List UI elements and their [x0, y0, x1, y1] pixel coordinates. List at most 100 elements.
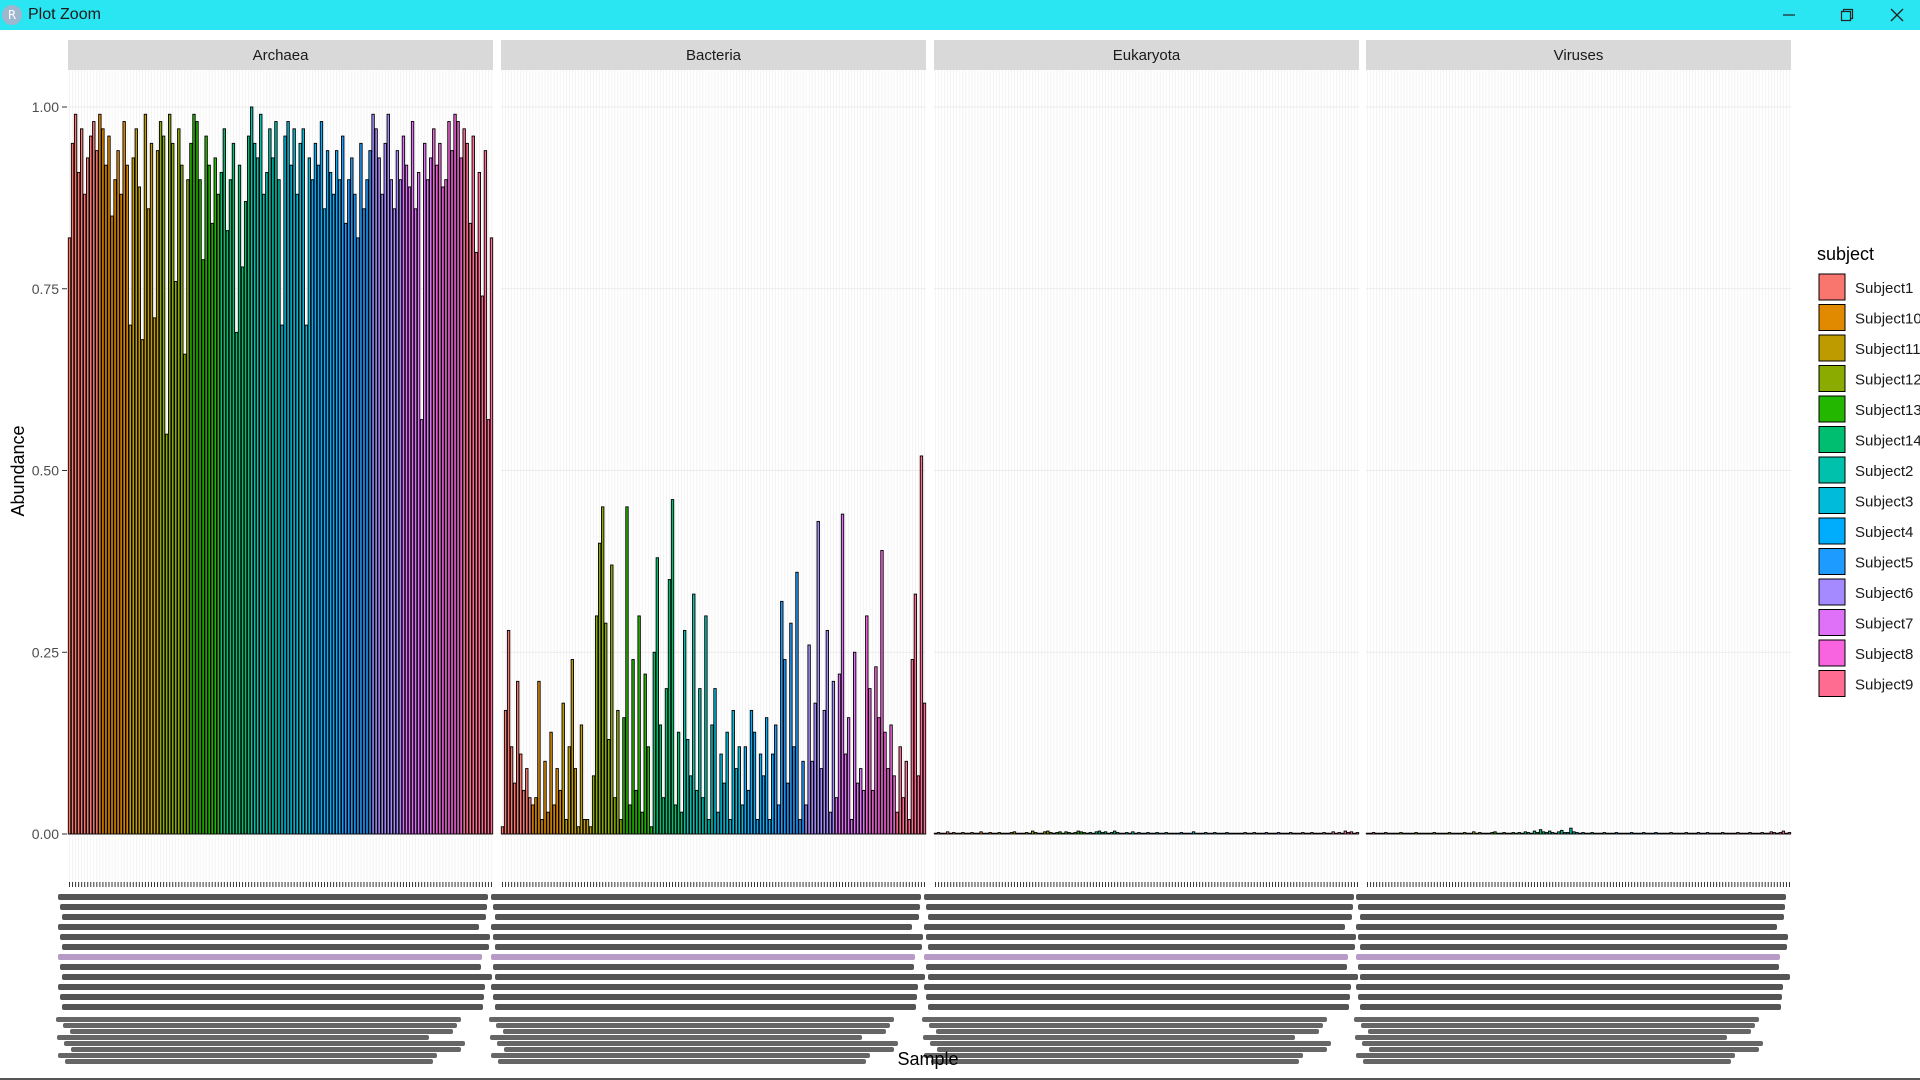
legend-item: Subject4: [1818, 517, 1913, 545]
bar: [98, 113, 102, 835]
bar: [1267, 832, 1272, 835]
bar: [1617, 832, 1622, 835]
bar: [359, 142, 363, 835]
bar: [101, 128, 105, 835]
bar: [1396, 832, 1400, 835]
bar: [1234, 832, 1238, 835]
bar: [1763, 832, 1767, 835]
bar: [1402, 832, 1406, 835]
bar: [1334, 832, 1338, 835]
bar: [1258, 832, 1263, 835]
bar: [477, 171, 482, 835]
bar: [1012, 831, 1017, 835]
bar: [1073, 832, 1077, 835]
bar: [1596, 832, 1600, 835]
bar: [503, 709, 508, 835]
bar: [1243, 832, 1247, 835]
bar: [1018, 832, 1023, 835]
bar: [1343, 830, 1348, 835]
facet-strip: [1366, 40, 1791, 70]
bar: [116, 150, 120, 835]
bar: [1408, 832, 1412, 835]
restore-button[interactable]: [1824, 0, 1870, 30]
bar: [945, 831, 950, 835]
bar: [692, 593, 696, 835]
bar: [1313, 832, 1317, 835]
x-tick-label-block: [1358, 964, 1779, 970]
bar: [828, 811, 833, 835]
bar: [1481, 832, 1485, 835]
bar: [1490, 832, 1494, 835]
bar: [601, 506, 605, 835]
bar: [1563, 832, 1567, 835]
bar: [749, 709, 754, 835]
x-tick-label-block: [58, 954, 482, 960]
bar: [625, 506, 629, 835]
bar: [398, 179, 403, 835]
bar: [1599, 832, 1603, 835]
x-tick-label-block: [491, 1053, 870, 1058]
bar: [628, 804, 632, 835]
bar: [731, 709, 735, 835]
bar: [137, 186, 142, 835]
bar: [1282, 832, 1287, 835]
bar: [849, 819, 854, 835]
bar: [1532, 830, 1537, 835]
bar: [701, 797, 705, 835]
x-tick-label-block: [926, 904, 1353, 910]
y-axis-title: Abundance: [8, 425, 28, 516]
bar: [1778, 832, 1783, 835]
bar: [183, 353, 187, 835]
facet-panel-archaea: Archaea: [56, 40, 494, 1064]
x-tick-label-block: [64, 1041, 465, 1046]
bar: [1210, 832, 1214, 835]
bar: [509, 746, 514, 835]
x-tick-label-block: [491, 894, 921, 900]
bar: [1456, 832, 1461, 835]
bar: [758, 753, 763, 835]
bar: [362, 208, 366, 835]
x-tick-label-block: [929, 1023, 1323, 1028]
bar: [1593, 832, 1597, 835]
bar: [1222, 832, 1226, 835]
legend-key: [1818, 456, 1846, 484]
bar: [777, 804, 781, 835]
bar: [889, 724, 893, 835]
bar: [413, 208, 418, 835]
bar: [904, 760, 908, 835]
bar: [237, 164, 242, 835]
bar: [616, 709, 620, 835]
bar: [186, 179, 190, 835]
bar: [462, 128, 466, 835]
bar: [658, 724, 663, 835]
minimize-button[interactable]: [1766, 0, 1812, 30]
bar: [1505, 832, 1509, 835]
bar: [1225, 832, 1229, 835]
bar: [328, 171, 333, 835]
bar: [1696, 832, 1701, 835]
close-button[interactable]: [1874, 0, 1920, 30]
bar: [512, 782, 517, 835]
bar: [676, 731, 681, 835]
x-tick-label-block: [57, 1035, 429, 1040]
bar: [1340, 832, 1344, 835]
bar: [301, 128, 305, 835]
bar: [994, 832, 998, 835]
bar: [552, 804, 556, 835]
bar: [274, 121, 278, 835]
bar: [347, 179, 351, 835]
bar: [134, 128, 138, 835]
bar: [555, 768, 559, 835]
bar: [1648, 832, 1652, 835]
bar: [480, 295, 485, 835]
bar: [1441, 832, 1446, 835]
bar: [667, 579, 672, 835]
bar: [125, 164, 129, 835]
bar: [1517, 832, 1521, 835]
bar: [1554, 832, 1558, 835]
x-tick-label-block: [504, 1047, 894, 1052]
x-tick-label-block: [1358, 904, 1785, 910]
bar: [1115, 832, 1120, 835]
bar: [1438, 832, 1443, 835]
bar: [1046, 830, 1050, 835]
